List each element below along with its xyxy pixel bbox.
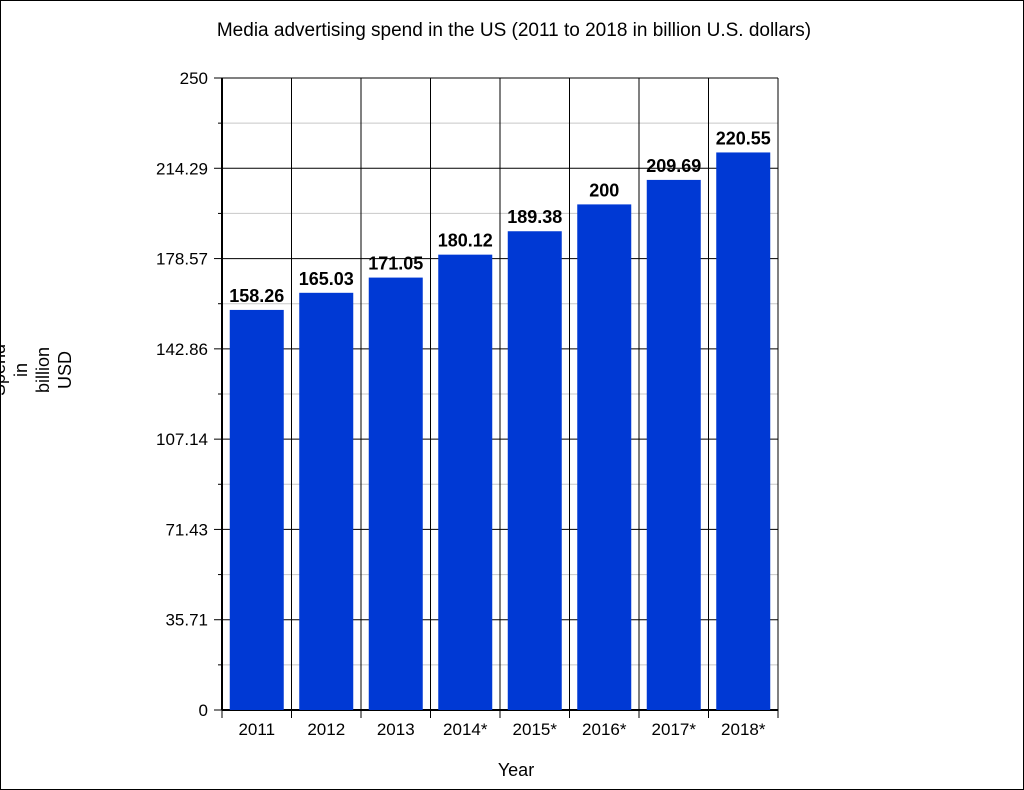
x-tick-label: 2016* — [582, 720, 627, 739]
data-label: 165.03 — [299, 269, 354, 289]
x-tick-label: 2014* — [443, 720, 488, 739]
x-tick-label: 2015* — [513, 720, 558, 739]
y-tick-label: 0 — [199, 701, 208, 720]
data-label: 180.12 — [438, 231, 493, 251]
y-tick-label: 214.29 — [156, 159, 208, 178]
y-tick-label: 142.86 — [156, 340, 208, 359]
data-label: 189.38 — [507, 207, 562, 227]
x-tick-label: 2018* — [721, 720, 766, 739]
y-tick-label: 107.14 — [156, 430, 208, 449]
data-label: 209.69 — [646, 156, 701, 176]
x-tick-label: 2012 — [307, 720, 345, 739]
bar — [229, 309, 284, 710]
x-tick-label: 2011 — [238, 720, 275, 739]
x-tick-label: 2017* — [652, 720, 697, 739]
data-label: 220.55 — [716, 128, 771, 148]
bar — [716, 152, 771, 711]
y-axis-title-line: USD — [55, 351, 75, 389]
data-label: 158.26 — [229, 286, 284, 306]
bar — [646, 179, 701, 710]
y-axis-title-line: Spend — [0, 344, 9, 396]
bar — [368, 277, 423, 710]
y-tick-label: 250 — [180, 69, 208, 88]
y-tick-label: 35.71 — [165, 611, 208, 630]
data-label: 200 — [589, 180, 619, 200]
data-label: 171.05 — [368, 254, 423, 274]
y-axis-title: Spend in billion USD — [0, 344, 75, 396]
bar — [299, 292, 354, 710]
y-tick-label: 178.57 — [156, 250, 208, 269]
bar — [507, 231, 562, 710]
plot-area: 0 35.71 71.43 107.14 142.86 178.57 214.29 250 15… — [156, 69, 779, 739]
x-axis-title: Year — [498, 760, 534, 780]
y-tick-label: 71.43 — [165, 520, 208, 539]
bar — [577, 204, 632, 710]
chart-title: Media advertising spend in the US (2011 … — [217, 20, 811, 41]
y-axis-title-line: in — [11, 363, 31, 377]
y-axis-title-line: billion — [33, 347, 53, 393]
x-tick-label: 2013 — [377, 720, 415, 739]
bar — [438, 254, 493, 710]
